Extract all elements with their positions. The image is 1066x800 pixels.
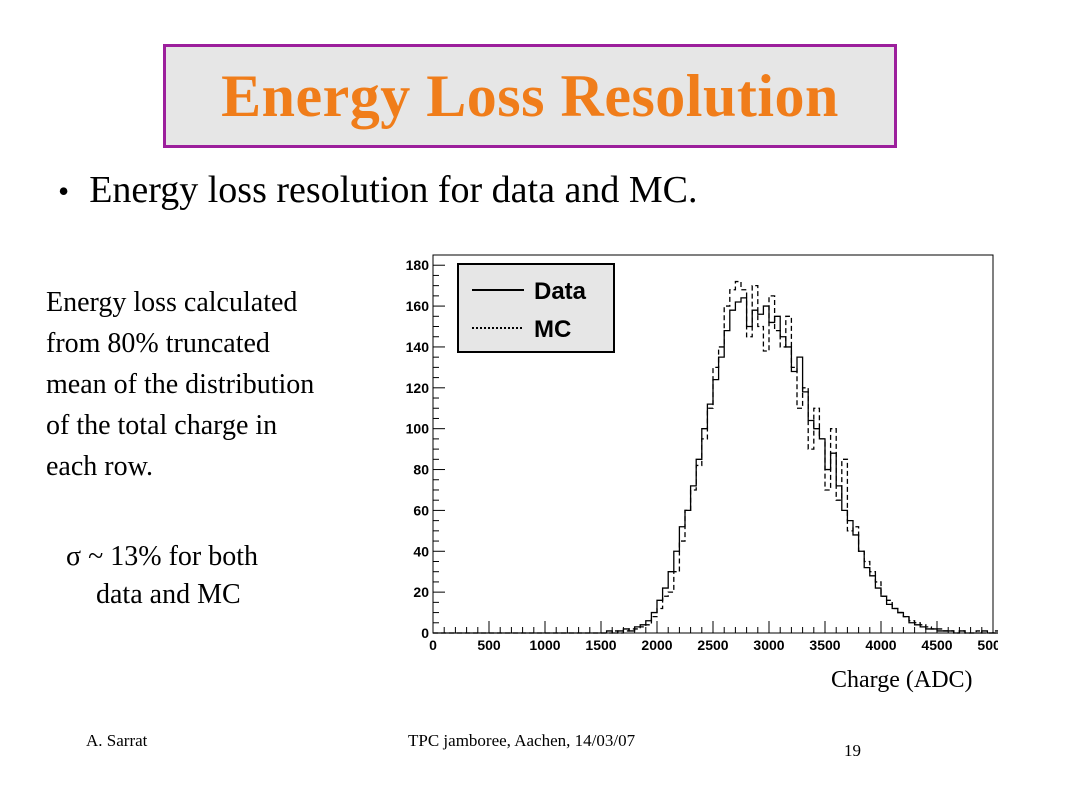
footer-event: TPC jamboree, Aachen, 14/03/07 xyxy=(408,731,636,750)
histogram-chart: 0 500 1000 1500 2000 2500 3000 3500 4000 4500 500 0… xyxy=(406,254,998,653)
bullet-dot-icon: • xyxy=(58,173,70,209)
x-axis-label: Charge (ADC) xyxy=(831,667,973,693)
y-tick-label: 0 xyxy=(421,625,429,641)
title-box: Energy Loss Resolution xyxy=(163,44,897,148)
description-line: mean of the distribution xyxy=(46,369,315,400)
x-tick-label: 4500 xyxy=(921,637,952,653)
x-tick-label: 2000 xyxy=(641,637,672,653)
y-tick-label: 20 xyxy=(413,584,429,600)
description-text: Energy loss calculated from 80% truncate… xyxy=(46,282,386,487)
footer-author: A. Sarrat xyxy=(86,731,148,750)
description-line: from 80% truncated xyxy=(46,328,270,359)
legend-data-label: Data xyxy=(534,278,587,305)
x-tick-label: 1500 xyxy=(585,637,616,653)
y-tick-label: 120 xyxy=(406,380,430,396)
x-tick-label: 0 xyxy=(429,637,437,653)
description-line: each row. xyxy=(46,451,154,482)
sigma-line: data and MC xyxy=(96,579,241,610)
x-tick-label: 2500 xyxy=(697,637,728,653)
footer-page-number: 19 xyxy=(844,741,861,760)
y-tick-label: 100 xyxy=(406,421,430,437)
x-tick-label: 3000 xyxy=(753,637,784,653)
y-tick-label: 40 xyxy=(413,543,429,559)
x-tick-label: 4000 xyxy=(865,637,896,653)
legend-box xyxy=(457,263,615,353)
y-tick-label: 160 xyxy=(406,298,430,314)
legend-mc-label: MC xyxy=(534,316,571,343)
mc-histogram-series xyxy=(433,280,998,634)
y-tick-label: 60 xyxy=(413,502,429,518)
bullet-item: • Energy loss resolution for data and MC… xyxy=(58,168,697,212)
bullet-text: Energy loss resolution for data and MC. xyxy=(89,169,698,211)
y-tick-label: 80 xyxy=(413,462,429,478)
description-line: Energy loss calculated xyxy=(46,287,298,318)
x-tick-label: 3500 xyxy=(809,637,840,653)
description-line: of the total charge in xyxy=(46,410,278,441)
x-tick-label: 500 xyxy=(477,637,501,653)
slide-title: Energy Loss Resolution xyxy=(221,62,839,129)
x-tick-label: 1000 xyxy=(529,637,560,653)
y-tick-label: 180 xyxy=(406,257,430,273)
sigma-line: σ ~ 13% for both xyxy=(66,541,258,572)
y-tick-label: 140 xyxy=(406,339,430,355)
sigma-note: σ ~ 13% for both data and MC xyxy=(66,538,258,614)
